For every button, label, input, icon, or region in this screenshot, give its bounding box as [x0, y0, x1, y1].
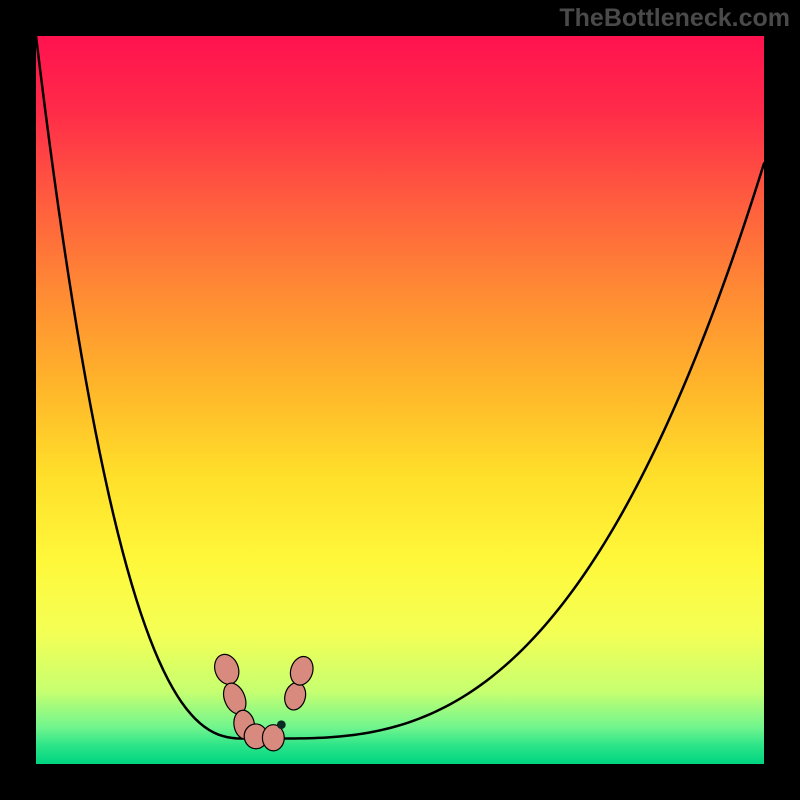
watermark-text: TheBottleneck.com — [559, 4, 790, 33]
chart-root: TheBottleneck.com — [0, 0, 800, 800]
plot-area — [36, 36, 764, 764]
marker-center-dot — [277, 720, 286, 729]
gradient-background — [36, 36, 764, 764]
plot-svg — [36, 36, 764, 764]
